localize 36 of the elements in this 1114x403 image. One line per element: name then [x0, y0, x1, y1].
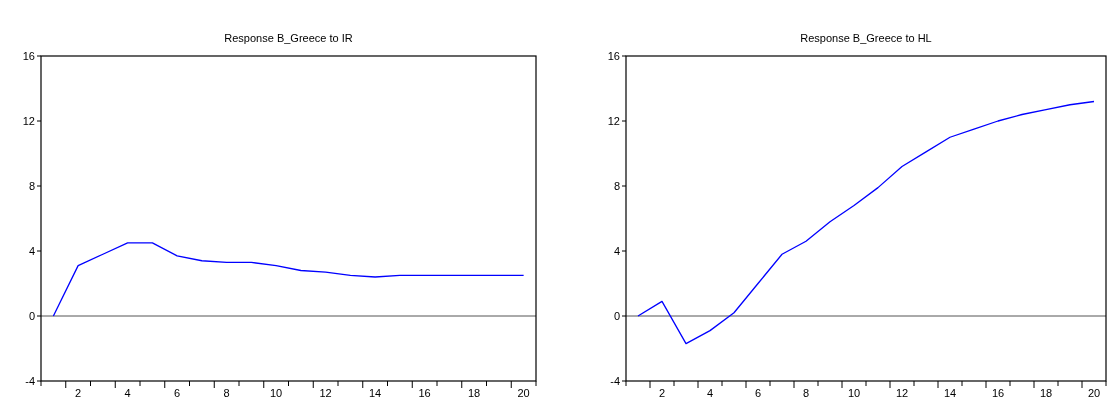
y-tick-label: 4 — [28, 244, 35, 257]
chart-title: Response B_Greece to HL — [800, 32, 932, 44]
x-tick-label: 2 — [658, 387, 666, 399]
x-tick-label: 20 — [1087, 387, 1101, 399]
x-tick-label: 6 — [174, 387, 181, 399]
x-tick-label: 16 — [991, 387, 1005, 399]
y-tick-label: 12 — [22, 114, 35, 127]
y-tick-label: 8 — [613, 179, 620, 192]
y-tick-label: -4 — [25, 374, 35, 387]
x-tick-label: 6 — [754, 387, 762, 399]
x-tick-label: 18 — [1039, 387, 1053, 399]
y-tick-label: 16 — [22, 49, 35, 62]
x-tick-label: 12 — [895, 387, 909, 399]
x-tick-label: 4 — [124, 387, 131, 399]
x-tick-label: 10 — [270, 387, 283, 399]
x-tick-label: 12 — [319, 387, 332, 399]
chart-title: Response B_Greece to IR — [224, 32, 353, 44]
x-tick-label: 8 — [223, 387, 230, 399]
y-tick-label: 4 — [613, 244, 620, 257]
x-tick-label: 10 — [847, 387, 861, 399]
x-tick-label: 8 — [802, 387, 810, 399]
x-tick-label: 16 — [418, 387, 431, 399]
x-tick-label: 20 — [517, 387, 530, 399]
x-tick-label: 4 — [706, 387, 714, 399]
x-tick-label: 14 — [369, 387, 382, 399]
y-tick-label: 8 — [28, 179, 35, 192]
x-tick-label: 18 — [468, 387, 481, 399]
x-tick-label: 14 — [943, 387, 957, 399]
y-tick-label: 16 — [607, 49, 620, 62]
y-tick-label: 12 — [607, 114, 620, 127]
y-tick-label: 0 — [613, 309, 620, 322]
y-tick-label: 0 — [28, 309, 35, 322]
y-tick-label: -4 — [610, 374, 620, 387]
line-series — [637, 100, 1095, 345]
x-tick-label: 2 — [75, 387, 82, 399]
line-series — [52, 242, 525, 317]
